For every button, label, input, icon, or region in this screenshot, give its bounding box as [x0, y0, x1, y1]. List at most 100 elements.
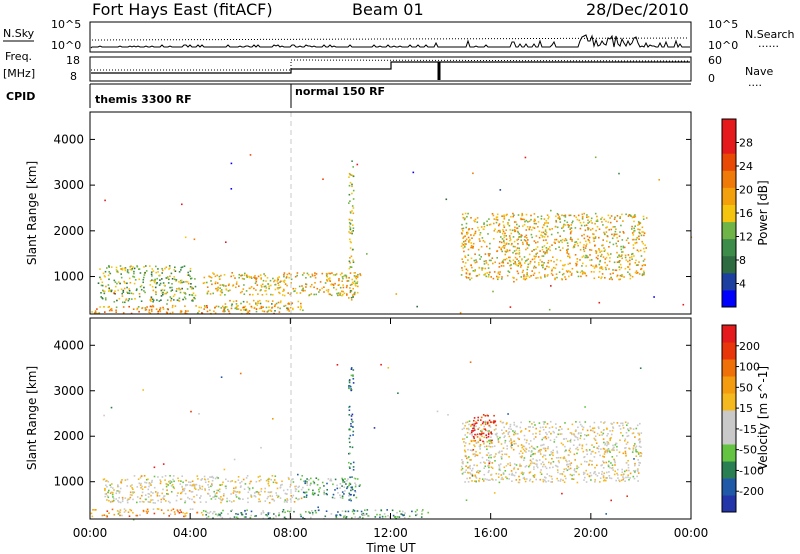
- velocity-cell: [182, 481, 184, 484]
- power-cell: [242, 300, 245, 303]
- velocity-cell: [493, 422, 495, 424]
- velocity-cell: [373, 427, 376, 429]
- power-cell: [599, 260, 601, 263]
- power-cell: [339, 273, 342, 276]
- power-cell: [502, 221, 504, 223]
- velocity-cell: [230, 493, 232, 495]
- power-cell: [544, 222, 546, 224]
- velocity-cell: [612, 427, 615, 429]
- power-cell: [478, 238, 481, 240]
- power-cell: [311, 273, 314, 276]
- power-cell: [149, 284, 152, 286]
- power-cell: [586, 256, 588, 259]
- velocity-cell: [404, 512, 406, 514]
- power-cell: [271, 300, 274, 302]
- power-cell: [464, 243, 466, 245]
- power-cell: [605, 256, 608, 259]
- power-cell: [349, 287, 351, 289]
- power-cell: [355, 285, 357, 287]
- velocity-cell: [260, 513, 263, 515]
- power-cell: [645, 217, 648, 219]
- power-cell: [508, 256, 510, 259]
- power-cell: [581, 213, 584, 216]
- velocity-cell: [362, 514, 364, 516]
- velocity-cell: [204, 481, 207, 484]
- velocity-cell: [337, 511, 339, 513]
- colorbar-tick-label: 12: [739, 231, 753, 244]
- velocity-cell: [545, 426, 547, 428]
- velocity-cell: [525, 441, 528, 444]
- velocity-cell: [148, 485, 150, 488]
- power-cell: [142, 281, 144, 284]
- power-cell: [631, 232, 634, 234]
- power-cell: [343, 292, 346, 295]
- power-cell: [559, 259, 562, 262]
- power-cell: [547, 235, 549, 238]
- velocity-cell: [635, 427, 638, 430]
- power-cell: [500, 241, 503, 244]
- power-cell: [247, 311, 249, 313]
- power-cell: [493, 230, 496, 232]
- power-cell: [461, 213, 464, 216]
- velocity-cell: [546, 473, 548, 475]
- velocity-cell: [313, 482, 316, 485]
- power-cell: [184, 236, 187, 239]
- velocity-cell: [129, 508, 131, 511]
- velocity-cell: [127, 498, 129, 501]
- velocity-cell: [273, 479, 276, 481]
- power-cell: [544, 276, 546, 278]
- power-cell: [583, 224, 586, 227]
- velocity-cell: [486, 440, 489, 443]
- power-cell: [152, 270, 155, 272]
- x-tick-label: 04:00: [173, 526, 208, 540]
- velocity-cell: [247, 486, 249, 489]
- velocity-cell: [186, 484, 189, 486]
- power-cell: [288, 303, 291, 305]
- power-cell: [217, 289, 219, 291]
- velocity-cell: [564, 475, 566, 477]
- velocity-cell: [535, 427, 537, 430]
- power-cell: [116, 270, 118, 273]
- velocity-cell: [352, 434, 354, 436]
- velocity-cell: [465, 465, 467, 467]
- nsearch-label: N.Search: [745, 28, 795, 41]
- power-cell: [577, 238, 579, 241]
- power-cell: [302, 309, 304, 312]
- velocity-cell: [618, 479, 620, 481]
- power-cell: [189, 286, 192, 288]
- power-cell: [529, 260, 532, 263]
- power-cell: [187, 282, 190, 285]
- velocity-cell: [490, 431, 492, 433]
- velocity-cell: [550, 432, 552, 435]
- power-cell: [501, 232, 504, 235]
- velocity-cell: [151, 479, 153, 482]
- power-cell: [248, 310, 251, 312]
- power-cell: [151, 275, 153, 277]
- power-cell: [186, 288, 189, 290]
- velocity-cell: [563, 456, 565, 458]
- velocity-cell: [501, 450, 503, 452]
- power-cell: [618, 260, 620, 263]
- velocity-cell: [472, 422, 475, 425]
- velocity-cell: [583, 472, 586, 474]
- velocity-cell: [193, 495, 195, 498]
- velocity-cell: [503, 436, 505, 439]
- velocity-cell: [117, 484, 119, 486]
- velocity-cell: [635, 445, 638, 448]
- velocity-cell: [318, 488, 320, 491]
- velocity-cell: [540, 463, 543, 465]
- velocity-cell: [461, 428, 464, 431]
- velocity-cell: [508, 431, 511, 433]
- power-cell: [586, 214, 588, 216]
- velocity-cell: [576, 467, 578, 470]
- power-cell: [133, 272, 135, 275]
- power-cell: [298, 285, 301, 288]
- velocity-cell: [501, 429, 503, 431]
- velocity-cell: [487, 479, 490, 481]
- velocity-cell: [209, 495, 211, 497]
- power-cell: [496, 213, 499, 216]
- velocity-cell: [581, 445, 584, 447]
- velocity-cell: [210, 476, 213, 478]
- power-cell: [563, 223, 565, 226]
- power-cell: [136, 288, 138, 290]
